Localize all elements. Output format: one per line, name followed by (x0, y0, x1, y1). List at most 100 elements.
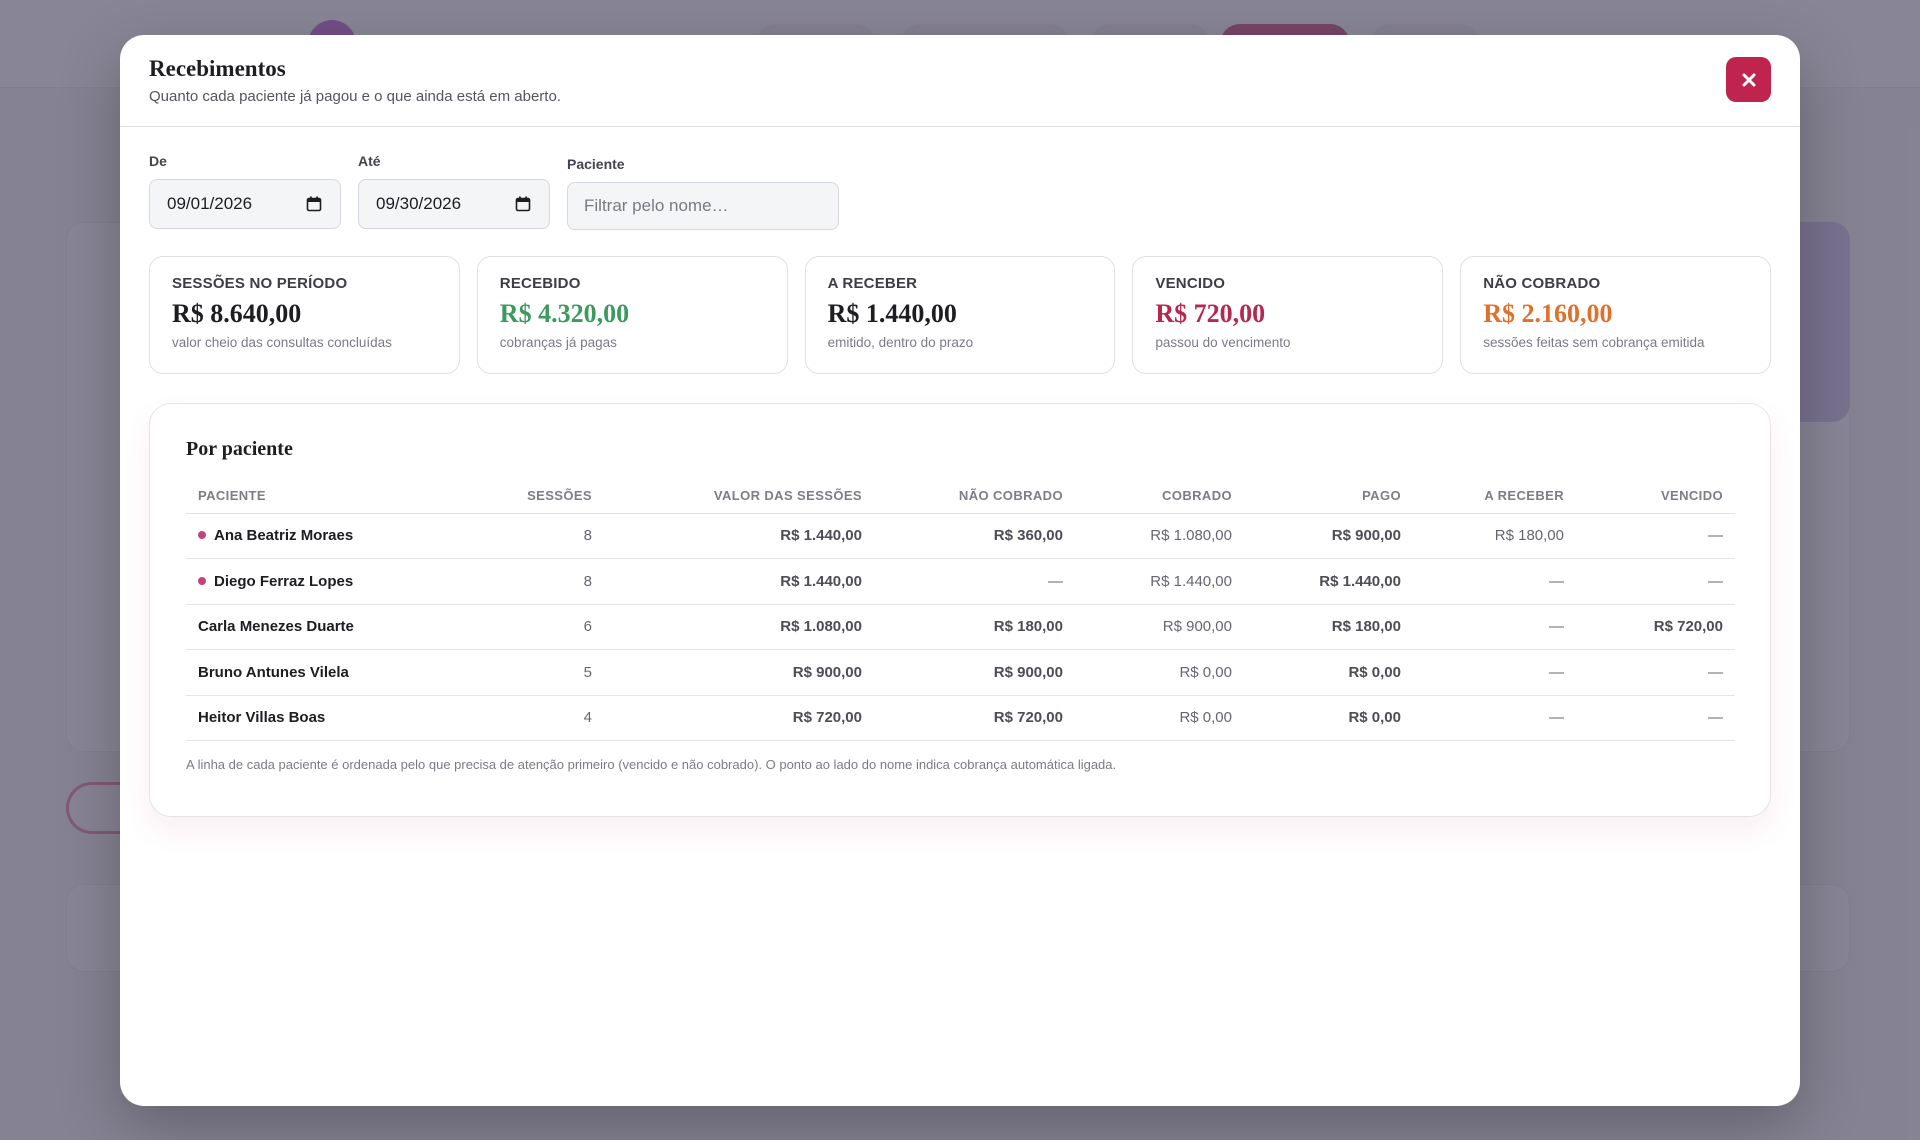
table-cell: R$ 1.440,00 (1075, 558, 1244, 605)
stat-card: RECEBIDO R$ 4.320,00 cobranças já pagas (476, 256, 788, 374)
table-cell: — (1576, 695, 1735, 741)
stat-card: A RECEBER R$ 1.440,00 emitido, dentro do p… (804, 256, 1116, 374)
table-title: Por paciente (186, 438, 293, 460)
stat-label: RECEBIDO (499, 275, 581, 292)
table-cell: R$ 180,00 (1413, 513, 1576, 559)
patient-name: Carla Menezes Duarte (198, 618, 354, 636)
table-cell: — (874, 558, 1075, 605)
column-header: PACIENTE (186, 479, 471, 514)
table-cell: R$ 0,00 (1075, 649, 1244, 696)
column-header: COBRADO (1075, 479, 1244, 514)
stat-note: passou do vencimento (1155, 335, 1291, 350)
column-header: VENCIDO (1576, 479, 1735, 514)
table-cell: — (1576, 558, 1735, 605)
patient-name-cell: Ana Beatriz Moraes (186, 513, 471, 559)
from-date-input[interactable]: 09/01/2026 (149, 179, 341, 229)
modal-header: Recebimentos Quanto cada paciente já pag… (120, 35, 1800, 127)
table-cell: R$ 900,00 (604, 649, 874, 696)
table-cell: 4 (471, 695, 604, 741)
auto-billing-dot (198, 531, 206, 540)
column-header: A RECEBER (1413, 479, 1576, 514)
table-cell: — (1413, 604, 1576, 650)
patient-table-card: Por paciente PACIENTE SESSÕES VALOR DAS SE… (149, 403, 1771, 817)
from-date-field: De 09/01/2026 (149, 153, 341, 230)
summary-stats: SESSÕES NO PERÍODO R$ 8.640,00 valor cheio… (149, 256, 1771, 374)
to-date-input[interactable]: 09/30/2026 (358, 179, 550, 229)
column-header: NÃO COBRADO (874, 479, 1075, 514)
table-cell: R$ 180,00 (874, 604, 1075, 650)
patient-name: Bruno Antunes Vilela (198, 663, 349, 681)
table-cell: 6 (471, 604, 604, 650)
column-header: PAGO (1244, 479, 1413, 514)
table-cell: R$ 720,00 (604, 695, 874, 741)
stat-label: A RECEBER (827, 275, 918, 292)
table-cell: R$ 1.440,00 (1244, 558, 1413, 605)
close-button[interactable] (1726, 57, 1771, 102)
patient-name-cell: Diego Ferraz Lopes (186, 558, 471, 605)
stat-note: emitido, dentro do prazo (827, 335, 974, 350)
stat-card: SESSÕES NO PERÍODO R$ 8.640,00 valor cheio… (149, 256, 460, 374)
table-cell: — (1576, 513, 1735, 559)
stat-label: SESSÕES NO PERÍODO (172, 275, 348, 292)
column-header: VALOR DAS SESSÕES (604, 479, 874, 514)
stat-value: R$ 2.160,00 (1483, 299, 1613, 328)
modal-body: De 09/01/2026 Até 09/30/2026 (120, 153, 1800, 817)
table-cell: R$ 360,00 (874, 513, 1075, 559)
stat-card: NÃO COBRADO R$ 2.160,00 sessões feitas sem… (1460, 256, 1771, 374)
calendar-icon[interactable] (515, 196, 531, 212)
table-cell: R$ 1.440,00 (604, 558, 874, 605)
stat-label: NÃO COBRADO (1483, 275, 1601, 292)
close-icon (1742, 73, 1755, 86)
table-cell: — (1413, 649, 1576, 696)
table-cell: R$ 0,00 (1075, 695, 1244, 741)
stat-card: VENCIDO R$ 720,00 passou do vencimento (1132, 256, 1444, 374)
patient-filter-input[interactable] (567, 182, 839, 230)
table-row[interactable]: Diego Ferraz Lopes 8 R$ 1.440,00— R$ 1.440,… (186, 558, 1735, 605)
table-cell: R$ 1.080,00 (1075, 513, 1244, 559)
stat-value: R$ 4.320,00 (499, 299, 630, 328)
table-cell: 5 (471, 649, 604, 696)
table-cell: 8 (471, 513, 604, 559)
patient-name-cell: Carla Menezes Duarte (186, 604, 471, 650)
table-cell: R$ 1.080,00 (604, 604, 874, 650)
patient-name: Diego Ferraz Lopes (214, 572, 354, 590)
table-row[interactable]: Heitor Villas Boas 4 R$ 720,00 R$ 720,00 R$ … (186, 695, 1735, 741)
receipts-modal: Recebimentos Quanto cada paciente já pag… (120, 35, 1800, 1106)
patient-name-cell: Heitor Villas Boas (186, 695, 471, 741)
stat-note: cobranças já pagas (499, 335, 617, 350)
from-date-label: De (149, 153, 167, 169)
table-cell: R$ 900,00 (1075, 604, 1244, 650)
calendar-icon[interactable] (306, 196, 322, 212)
table-cell: R$ 720,00 (1576, 604, 1735, 650)
to-date-field: Até 09/30/2026 (358, 153, 550, 230)
table-row[interactable]: Carla Menezes Duarte 6 R$ 1.080,00 R$ 180,0… (186, 604, 1735, 650)
stat-label: VENCIDO (1155, 275, 1226, 292)
patient-name-cell: Bruno Antunes Vilela (186, 649, 471, 696)
table-cell: — (1413, 558, 1576, 605)
table-row[interactable]: Bruno Antunes Vilela 5 R$ 900,00 R$ 900,00 R… (186, 649, 1735, 696)
patient-table: PACIENTE SESSÕES VALOR DAS SESSÕES NÃO COBR… (186, 479, 1735, 741)
stat-value: R$ 8.640,00 (172, 299, 302, 328)
stat-value: R$ 1.440,00 (827, 299, 957, 328)
auto-billing-dot (198, 576, 206, 585)
table-cell: R$ 900,00 (874, 649, 1075, 696)
table-cell: R$ 900,00 (1244, 513, 1413, 559)
from-date-value: 09/01/2026 (167, 194, 253, 213)
table-row[interactable]: Ana Beatriz Moraes 8 R$ 1.440,00 R$ 360,00 R… (186, 513, 1735, 559)
table-cell: 8 (471, 558, 604, 605)
table-header-row: PACIENTE SESSÕES VALOR DAS SESSÕES NÃO COBR… (186, 479, 1735, 514)
modal-subtitle: Quanto cada paciente já pagou e o que ai… (149, 88, 561, 105)
patient-filter-field: Paciente (567, 153, 839, 230)
table-cell: R$ 180,00 (1244, 604, 1413, 650)
modal-title: Recebimentos (149, 56, 286, 81)
filters: De 09/01/2026 Até 09/30/2026 (149, 153, 1771, 230)
to-date-value: 09/30/2026 (376, 194, 462, 213)
table-cell: — (1413, 695, 1576, 741)
table-footnote: A linha de cada paciente é ordenada pelo… (186, 757, 1117, 772)
table-body: Ana Beatriz Moraes 8 R$ 1.440,00 R$ 360,00 R… (186, 513, 1735, 741)
table-cell: R$ 720,00 (874, 695, 1075, 741)
patient-name: Ana Beatriz Moraes (214, 527, 354, 545)
stat-note: sessões feitas sem cobrança emitida (1483, 335, 1705, 350)
table-cell: R$ 0,00 (1244, 695, 1413, 741)
table-cell: — (1576, 649, 1735, 696)
